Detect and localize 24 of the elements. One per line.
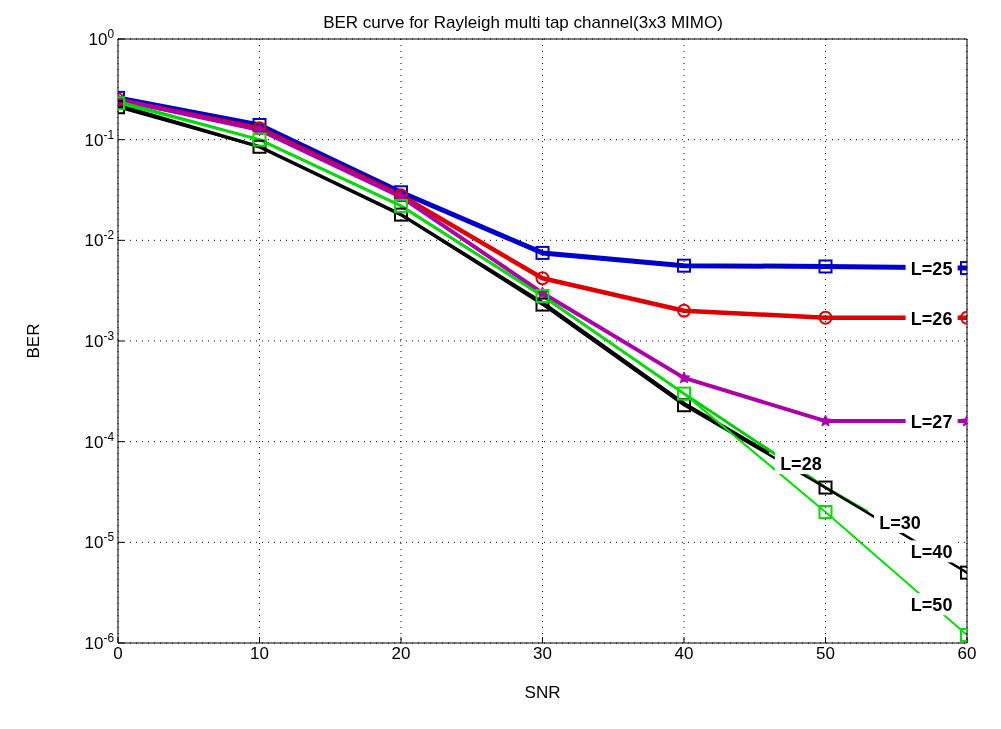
y-tick-label: 10$^{-6}$: [84, 631, 115, 653]
y-tick-label: 10$^{0}$: [88, 27, 115, 49]
y-tick-label: 10$^{-5}$: [84, 530, 115, 553]
series-label: L=28: [780, 454, 822, 475]
x-tick-label: 60: [957, 644, 977, 663]
series-label: L=25: [910, 258, 953, 279]
series-label: L=27: [910, 412, 953, 433]
y-tick-label: 10$^{-3}$: [84, 329, 115, 351]
series-label: L=26: [910, 308, 953, 329]
y-tick-label: 10$^{-4}$: [84, 429, 115, 452]
series-label: L=30: [879, 513, 921, 534]
x-tick-label: 10: [250, 644, 269, 663]
x-tick-label: 20: [391, 644, 411, 663]
series-label: L=50: [910, 595, 953, 616]
series-label: L=40: [910, 542, 953, 563]
chart-title: BER curve for Rayleigh multi tap channel(3x3 MIMO): [323, 13, 723, 32]
x-tick-label: 50: [816, 644, 835, 663]
y-tick-label: 10$^{-1}$: [84, 127, 115, 150]
x-axis-title: SNR: [524, 683, 561, 702]
x-tick-label: 40: [674, 644, 694, 663]
y-tick-label: 10$^{-2}$: [84, 228, 115, 251]
x-tick-label: 0: [113, 644, 123, 663]
y-axis-title: BER: [24, 323, 44, 359]
x-tick-label: 30: [533, 644, 552, 663]
